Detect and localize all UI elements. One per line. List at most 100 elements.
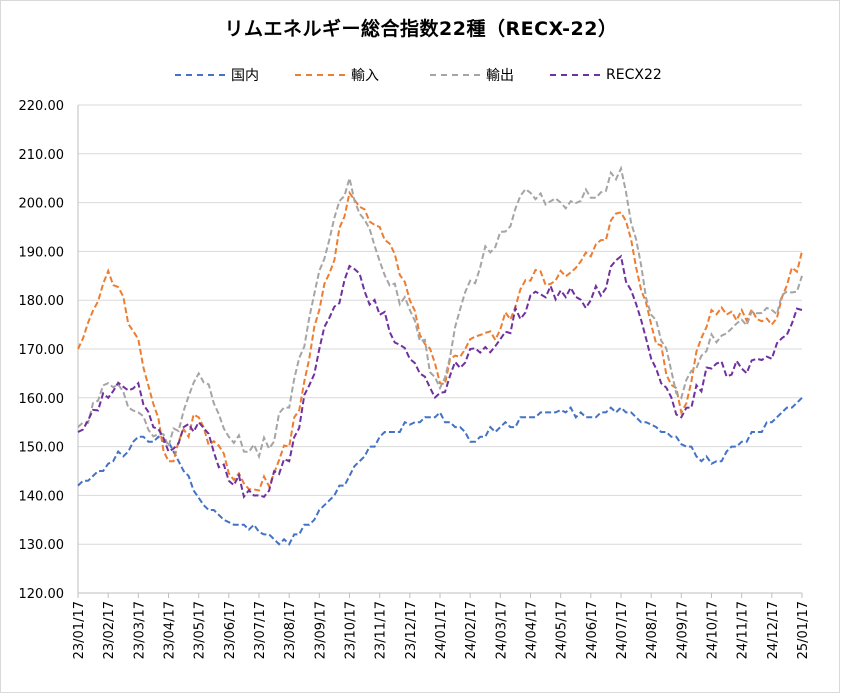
data-point [710, 367, 712, 369]
x-tick-label: 23/06/17 [223, 601, 238, 659]
x-tick-label: 24/03/17 [494, 601, 509, 659]
data-point [529, 279, 531, 281]
data-point [650, 314, 652, 316]
data-point [258, 455, 260, 457]
legend-label-recx22: RECX22 [606, 67, 662, 83]
data-point [228, 436, 230, 438]
x-tick-label: 23/11/17 [374, 601, 389, 659]
data-point [439, 387, 441, 389]
x-tick-label: 24/02/17 [464, 601, 479, 659]
x-tick-label: 24/09/17 [675, 601, 690, 659]
y-tick-label: 220.00 [19, 99, 65, 114]
data-point [771, 323, 773, 325]
x-tick-label: 23/08/17 [283, 601, 298, 659]
data-point [107, 382, 109, 384]
data-point [650, 358, 652, 360]
data-point [740, 441, 742, 443]
data-point [439, 411, 441, 413]
data-point [228, 480, 230, 482]
data-point [258, 489, 260, 491]
y-tick-label: 160.00 [19, 392, 65, 407]
x-tick-label: 24/07/17 [615, 601, 630, 659]
data-point [771, 358, 773, 360]
x-tick-label: 24/11/17 [736, 601, 751, 659]
data-point [801, 309, 803, 311]
x-tick-label: 24/10/17 [706, 601, 721, 659]
x-tick-label: 23/01/17 [72, 601, 87, 659]
x-tick-label: 24/12/17 [766, 601, 781, 659]
y-tick-label: 190.00 [19, 245, 65, 260]
data-point [590, 299, 592, 301]
data-point [77, 484, 79, 486]
data-point [378, 436, 380, 438]
data-point [469, 348, 471, 350]
data-point [710, 333, 712, 335]
x-tick-label: 23/12/17 [404, 601, 419, 659]
data-point [650, 423, 652, 425]
data-point [740, 367, 742, 369]
series-line-RECX22 [77, 254, 803, 499]
data-point [499, 338, 501, 340]
x-tick-label: 24/04/17 [525, 601, 540, 659]
data-point [590, 416, 592, 418]
x-tick-label: 23/02/17 [102, 601, 117, 659]
data-point [288, 445, 290, 447]
data-point [258, 494, 260, 496]
data-point [499, 426, 501, 428]
y-tick-label: 180.00 [19, 294, 65, 309]
data-point [77, 348, 79, 350]
legend-item-domestic: 国内 [175, 64, 259, 86]
data-point [318, 348, 320, 350]
data-point [529, 416, 531, 418]
series-line-輸出 [77, 165, 803, 460]
legend-item-recx22: RECX22 [550, 64, 662, 86]
x-tick-label: 24/08/17 [645, 601, 660, 659]
x-tick-label: 23/07/17 [253, 601, 268, 659]
y-tick-label: 150.00 [19, 441, 65, 456]
x-tick-label: 24/01/17 [434, 601, 449, 659]
data-point [137, 382, 139, 384]
data-point [529, 294, 531, 296]
data-point [288, 406, 290, 408]
x-tick-label: 23/04/17 [163, 601, 178, 659]
data-point [590, 197, 592, 199]
data-point [348, 177, 350, 179]
legend-label-import: 輸入 [351, 68, 379, 84]
data-point [590, 255, 592, 257]
data-point [318, 270, 320, 272]
x-tick-label: 24/06/17 [585, 601, 600, 659]
data-point [348, 265, 350, 267]
data-point [801, 275, 803, 277]
data-point [469, 441, 471, 443]
y-tick-label: 120.00 [19, 587, 65, 602]
data-point [409, 423, 411, 425]
x-tick-label: 24/05/17 [555, 601, 570, 659]
y-tick-label: 210.00 [19, 148, 65, 163]
data-point [197, 497, 199, 499]
x-tick-label: 25/01/17 [796, 601, 811, 659]
data-point [801, 397, 803, 399]
x-tick-label: 23/10/17 [344, 601, 359, 659]
data-point [559, 409, 561, 411]
y-tick-label: 200.00 [19, 197, 65, 212]
legend-item-import: 輸入 [295, 64, 379, 86]
legend-label-domestic: 国内 [231, 68, 259, 84]
data-point [620, 255, 622, 257]
legend-item-export: 輸出 [430, 64, 514, 86]
data-point [228, 472, 230, 474]
data-point [559, 289, 561, 291]
data-point [107, 397, 109, 399]
data-point [771, 421, 773, 423]
data-point [409, 299, 411, 301]
data-point [378, 226, 380, 228]
data-point [167, 460, 169, 462]
data-point [680, 416, 682, 418]
data-point [228, 521, 230, 523]
series-line-国内 [77, 397, 803, 546]
data-point [197, 421, 199, 423]
data-point [348, 192, 350, 194]
legend-line-export [430, 74, 480, 76]
data-point [378, 260, 380, 262]
data-point [137, 436, 139, 438]
